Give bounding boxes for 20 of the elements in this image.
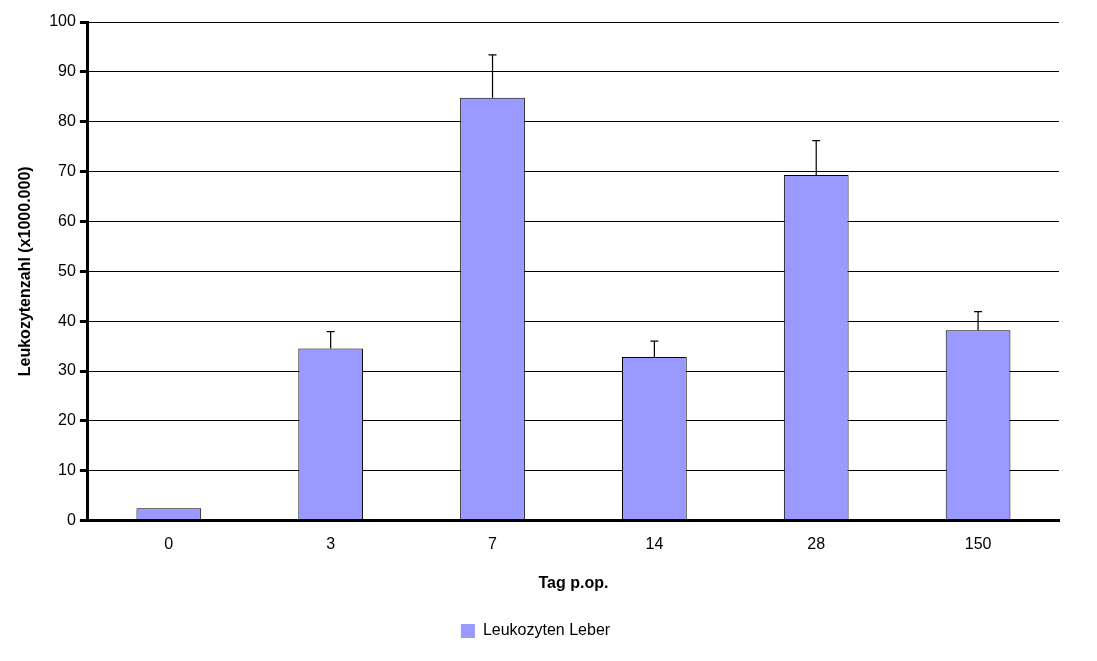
- y-axis-title: Leukozytenzahl (x1000.000): [16, 166, 34, 377]
- y-tick-label: 50: [58, 261, 76, 279]
- y-tick-label: 10: [58, 461, 76, 479]
- x-axis-title: Tag p.op.: [538, 573, 609, 591]
- x-tick-label: 14: [645, 534, 664, 552]
- x-tick-label: 7: [488, 534, 498, 552]
- y-tick-label: 80: [58, 112, 76, 130]
- y-tick-label: 40: [58, 311, 76, 329]
- y-tick-label: 20: [58, 411, 76, 429]
- y-tick-label: 70: [58, 161, 76, 179]
- y-tick-label: 30: [58, 361, 76, 379]
- y-tick-label: 100: [49, 12, 76, 30]
- y-tick-label: 0: [66, 511, 76, 529]
- x-tick-label: 28: [807, 534, 826, 552]
- legend-label: Leukozyten Leber: [482, 621, 611, 639]
- x-tick-label: 150: [964, 534, 992, 552]
- x-tick-label: 0: [164, 534, 174, 552]
- x-tick-label: 3: [326, 534, 336, 552]
- y-tick-label: 90: [58, 62, 76, 80]
- y-tick-label: 60: [58, 211, 76, 229]
